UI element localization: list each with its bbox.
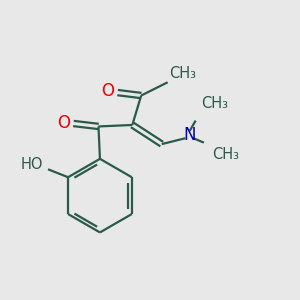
- Text: O: O: [101, 82, 114, 100]
- Text: HO: HO: [20, 157, 43, 172]
- Text: CH₃: CH₃: [212, 147, 239, 162]
- Text: CH₃: CH₃: [169, 66, 196, 81]
- Text: CH₃: CH₃: [202, 96, 229, 111]
- Text: O: O: [57, 115, 70, 133]
- Text: N: N: [184, 126, 196, 144]
